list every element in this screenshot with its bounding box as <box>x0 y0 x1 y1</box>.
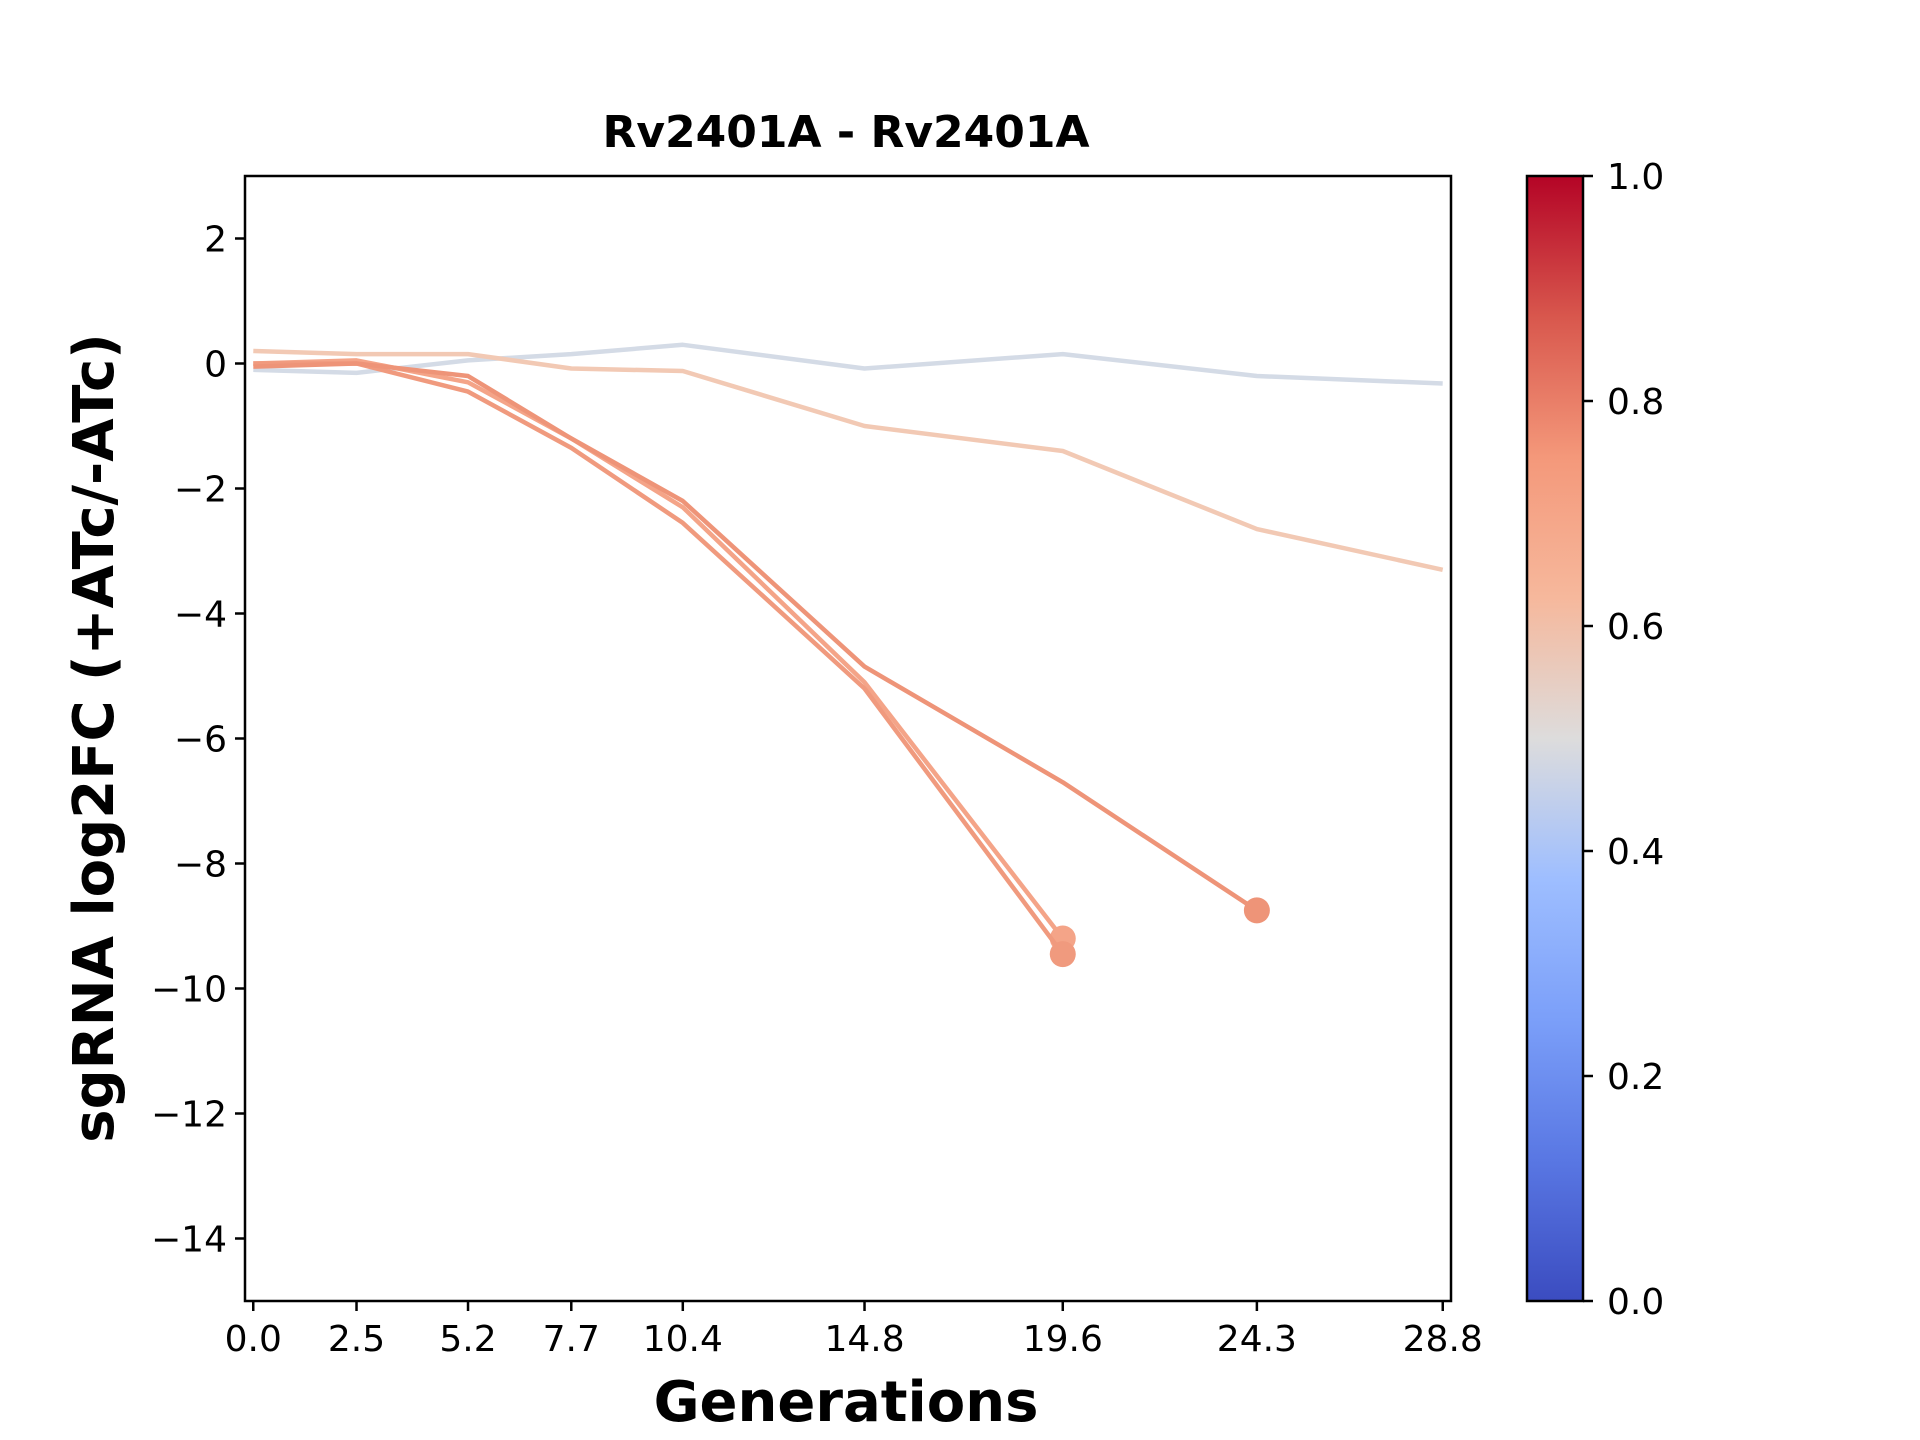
y-tick-label: −6 <box>174 720 227 761</box>
colorbar-tick-label: 0.4 <box>1607 832 1664 873</box>
y-axis: 2 0 −2 −4 −6 −8 −10 −12 −14 <box>151 220 245 1261</box>
y-tick-label: −4 <box>174 595 227 636</box>
y-tick-label: 0 <box>204 345 227 386</box>
y-tick-label: −12 <box>151 1095 227 1136</box>
x-axis: 0.0 2.5 5.2 7.7 10.4 14.8 19.6 24.3 28.8 <box>225 1301 1483 1360</box>
plot-area <box>253 342 1444 968</box>
series-line-4 <box>253 361 1065 956</box>
colorbar-tick-label: 1.0 <box>1607 157 1664 198</box>
x-tick-label: 5.2 <box>439 1319 496 1360</box>
y-tick-label: −2 <box>174 470 227 511</box>
x-tick-label: 14.8 <box>824 1319 904 1360</box>
y-tick-label: −10 <box>151 970 227 1011</box>
colorbar-tick-label: 0.8 <box>1607 382 1664 423</box>
x-tick-label: 28.8 <box>1403 1319 1483 1360</box>
chart-title: Rv2401A - Rv2401A <box>602 107 1089 158</box>
y-axis-label: sgRNA log2FC (+ATc/-ATc) <box>62 333 127 1143</box>
x-axis-label: Generations <box>654 1370 1039 1435</box>
series-line-1 <box>253 342 1443 386</box>
y-tick-label: −14 <box>151 1220 227 1261</box>
colorbar-tick-label: 0.2 <box>1607 1057 1664 1098</box>
colorbar: 0.0 0.2 0.4 0.6 0.8 1.0 <box>1525 157 1664 1323</box>
colorbar-tick-label: 0.0 <box>1607 1282 1664 1323</box>
colorbar-tick-label: 0.6 <box>1607 607 1664 648</box>
y-tick-label: 2 <box>204 220 227 261</box>
x-tick-label: 24.3 <box>1217 1319 1297 1360</box>
x-tick-label: 10.4 <box>643 1319 723 1360</box>
y-tick-label: −8 <box>174 845 227 886</box>
colorbar-gradient <box>1525 174 1585 1303</box>
series-line-3 <box>253 358 1065 940</box>
series-end-point-4 <box>1049 941 1076 968</box>
series-end-point-5 <box>1243 897 1270 924</box>
series-line-5 <box>253 361 1259 913</box>
x-tick-label: 19.6 <box>1023 1319 1103 1360</box>
x-tick-label: 7.7 <box>543 1319 600 1360</box>
x-tick-label: 0.0 <box>225 1319 282 1360</box>
series-line-2 <box>253 348 1444 572</box>
x-tick-label: 2.5 <box>328 1319 385 1360</box>
plot-frame <box>243 174 1453 1303</box>
